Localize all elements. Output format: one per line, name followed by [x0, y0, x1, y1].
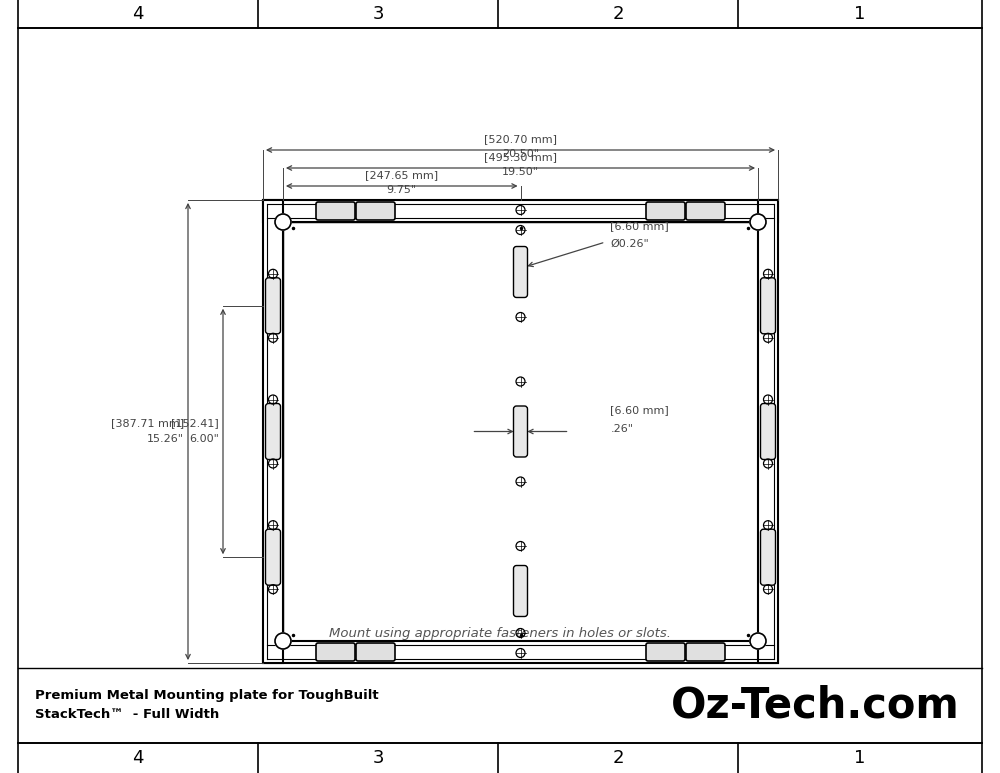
Text: [495.30 mm]: [495.30 mm] [484, 152, 557, 162]
FancyBboxPatch shape [761, 530, 776, 585]
Text: 2: 2 [612, 5, 624, 23]
Text: 6.00": 6.00" [189, 434, 219, 444]
Bar [263, 200, 778, 222]
Text: 4: 4 [132, 5, 144, 23]
FancyBboxPatch shape [266, 278, 280, 334]
FancyBboxPatch shape [646, 202, 685, 220]
Text: Oz-Tech.com: Oz-Tech.com [671, 684, 960, 726]
FancyBboxPatch shape [356, 643, 395, 661]
Bar [283, 222, 758, 641]
Text: .26": .26" [610, 424, 634, 434]
Text: [247.65 mm]: [247.65 mm] [365, 170, 438, 180]
FancyBboxPatch shape [514, 406, 528, 457]
Text: 20.50": 20.50" [502, 149, 539, 159]
Text: 4: 4 [132, 749, 144, 767]
FancyBboxPatch shape [266, 530, 280, 585]
FancyBboxPatch shape [266, 404, 280, 459]
FancyBboxPatch shape [761, 278, 776, 334]
FancyBboxPatch shape [761, 404, 776, 459]
Text: 2: 2 [612, 749, 624, 767]
Text: Premium Metal Mounting plate for ToughBuilt: Premium Metal Mounting plate for ToughBu… [35, 689, 379, 702]
FancyBboxPatch shape [646, 643, 685, 661]
Text: [520.70 mm]: [520.70 mm] [484, 134, 557, 144]
FancyBboxPatch shape [514, 566, 528, 617]
Text: 15.26": 15.26" [147, 434, 184, 444]
Text: [6.60 mm]: [6.60 mm] [610, 221, 669, 231]
Circle shape [750, 633, 766, 649]
FancyBboxPatch shape [514, 247, 528, 298]
Text: 9.75": 9.75" [387, 185, 417, 195]
Text: 1: 1 [854, 749, 866, 767]
Text: 19.50": 19.50" [502, 167, 539, 177]
Text: [6.60 mm]: [6.60 mm] [610, 406, 669, 416]
Bar [758, 200, 778, 663]
Text: 1: 1 [854, 5, 866, 23]
Text: Ø0.26": Ø0.26" [610, 239, 649, 249]
FancyBboxPatch shape [356, 202, 395, 220]
Text: [387.71 mm]: [387.71 mm] [111, 418, 184, 428]
Circle shape [275, 633, 291, 649]
Text: Mount using appropriate fasteners in holes or slots.: Mount using appropriate fasteners in hol… [329, 626, 671, 639]
FancyBboxPatch shape [686, 202, 725, 220]
FancyBboxPatch shape [316, 202, 355, 220]
FancyBboxPatch shape [686, 643, 725, 661]
Circle shape [275, 214, 291, 230]
FancyBboxPatch shape [316, 643, 355, 661]
Text: StackTech™  - Full Width: StackTech™ - Full Width [35, 709, 219, 721]
Bar [263, 641, 778, 663]
Text: 3: 3 [372, 749, 384, 767]
Text: 3: 3 [372, 5, 384, 23]
Bar [263, 200, 283, 663]
Circle shape [750, 214, 766, 230]
Text: [152.41]: [152.41] [171, 418, 219, 428]
